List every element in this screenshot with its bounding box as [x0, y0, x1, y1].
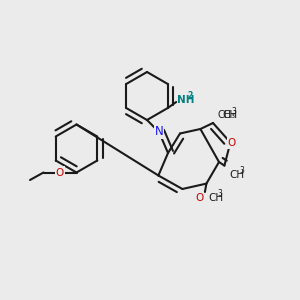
Text: O: O: [228, 137, 236, 148]
Text: 3: 3: [232, 106, 237, 116]
Text: CH: CH: [230, 169, 245, 180]
Text: N: N: [154, 125, 164, 139]
Text: CH: CH: [208, 193, 223, 203]
Text: CH₃: CH₃: [218, 110, 236, 121]
Text: 2: 2: [187, 91, 193, 100]
Text: O: O: [195, 193, 203, 203]
Text: 3: 3: [218, 189, 223, 198]
Text: CH: CH: [222, 110, 237, 121]
Text: 3: 3: [239, 166, 244, 175]
Text: O: O: [56, 167, 64, 178]
Text: NH: NH: [177, 94, 195, 105]
